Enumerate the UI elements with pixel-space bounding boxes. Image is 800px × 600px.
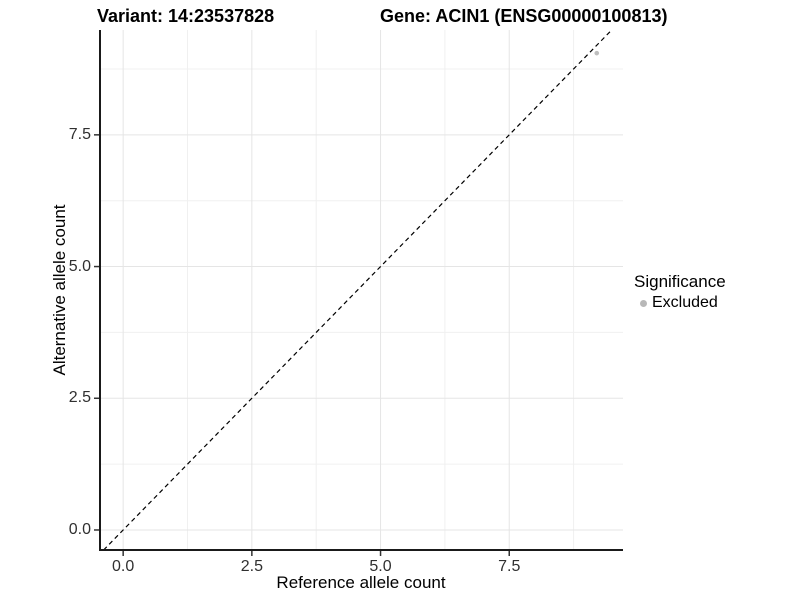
legend-title: Significance: [634, 272, 726, 291]
y-tick-label: 2.5: [68, 389, 91, 407]
data-point-excluded: [594, 50, 600, 56]
y-tick-label: 0.0: [68, 520, 91, 538]
x-tick-label: 2.5: [240, 558, 263, 575]
legend-entry-label: Excluded: [652, 294, 718, 311]
plot-title-variant: Variant: 14:23537828: [97, 6, 275, 26]
y-tick-label: 7.5: [68, 125, 91, 143]
x-tick-label: 5.0: [369, 558, 392, 575]
legend-key: [634, 294, 652, 312]
identity-dashed-line: [103, 29, 613, 551]
x-tick-label: 7.5: [498, 558, 521, 575]
y-axis-title: Alternative allele count: [50, 204, 69, 376]
y-tick-label: 5.0: [68, 257, 91, 275]
plot-title-gene: Gene: ACIN1 (ENSG00000100813): [380, 6, 668, 26]
x-axis-title: Reference allele count: [276, 573, 446, 592]
x-tick-label: 0.0: [112, 558, 135, 575]
legend: Significance Excluded: [634, 272, 726, 312]
legend-entry-excluded: Excluded: [634, 294, 726, 312]
excluded-point-icon: [639, 299, 647, 307]
